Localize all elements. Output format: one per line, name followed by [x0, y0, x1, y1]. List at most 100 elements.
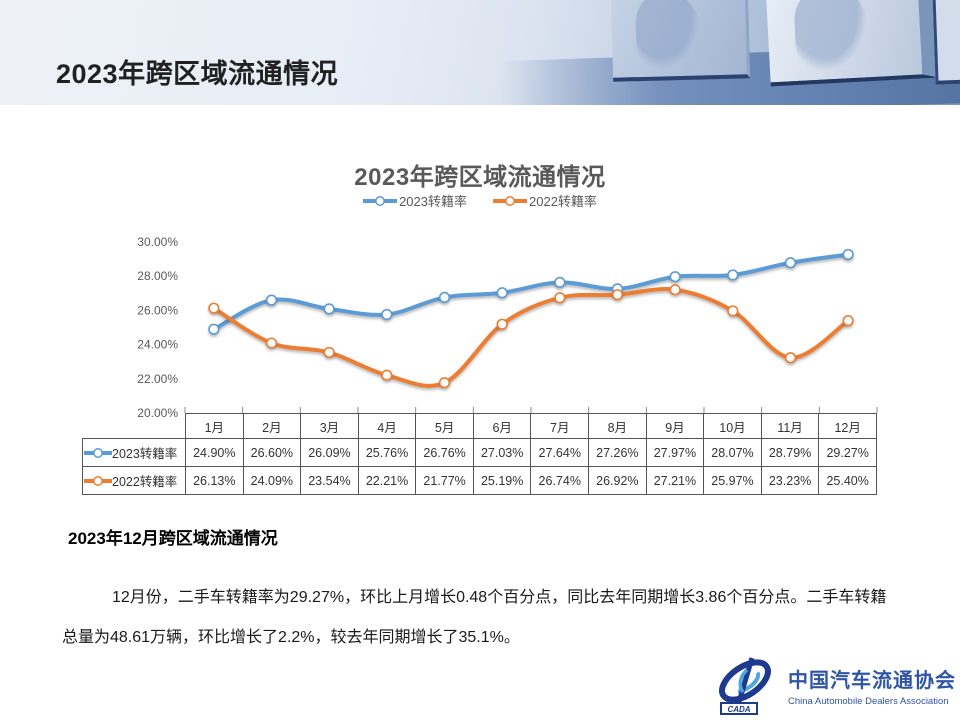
table-cell: 27.21%: [645, 466, 705, 495]
legend-item-2023转籍率: 2023转籍率: [363, 191, 467, 210]
world-map-icon: [635, 0, 702, 70]
data-point-marker: [784, 352, 797, 364]
paragraph-line: 12月份，二手车转籍率为29.27%，环比上月增长0.48个百分点，同比去年同期…: [112, 589, 887, 606]
data-point-marker: [438, 377, 451, 389]
chart-legend: 2023转籍率 2022转籍率: [0, 191, 960, 210]
table-month-header: 11月: [760, 413, 820, 439]
table-month-header: 7月: [530, 413, 590, 439]
org-name-en: China Automobile Dealers Association: [788, 696, 949, 707]
table-cell: 23.54%: [300, 466, 359, 495]
data-point-marker: [669, 271, 681, 283]
data-point-marker: [323, 346, 335, 359]
table-header-row: 1月 2月 3月 4月 5月 6月 7月 8月 9月 10月 11月 12月: [83, 413, 877, 439]
banner-cube-icon: [610, 0, 751, 82]
data-point-marker: [208, 323, 220, 335]
table-cell: 26.13%: [185, 466, 244, 495]
table-month-header: 4月: [357, 413, 417, 439]
data-point-marker: [611, 289, 624, 301]
series-line-2023转籍率: [211, 252, 851, 332]
table-month-header: 3月: [300, 413, 359, 439]
data-point-marker: [784, 257, 797, 269]
table-cell: 25.40%: [818, 466, 877, 495]
cada-wordmark: CADA: [727, 705, 750, 714]
cada-logo: CADA 中国汽车流通协会 China Automobile Dealers A…: [714, 656, 956, 716]
y-axis-tick-label: 28.00%: [137, 269, 178, 283]
data-point-marker: [554, 292, 566, 304]
data-point-marker: [842, 248, 854, 261]
table-cell: 27.64%: [530, 438, 590, 467]
legend-label: 2022转籍率: [529, 194, 597, 209]
table-cell: 24.09%: [242, 466, 302, 495]
table-cell: 28.79%: [760, 438, 820, 467]
table-cell: 23.23%: [760, 466, 820, 495]
banner-cube-icon: [765, 0, 939, 87]
table-cell: 25.19%: [472, 466, 532, 495]
data-point-marker: [727, 305, 739, 317]
table-cell: 25.76%: [357, 438, 417, 467]
chart-title: 2023年跨区域流通情况: [354, 163, 606, 191]
series-marker-icon: [84, 447, 112, 458]
data-table: 1月 2月 3月 4月 5月 6月 7月 8月 9月 10月 11月 12月 2023转籍率 24.90…: [82, 413, 877, 495]
section-heading: 2023年12月跨区域流通情况: [68, 529, 278, 548]
series-marker-icon: [363, 195, 398, 206]
table-cell: 27.26%: [588, 438, 647, 467]
table-corner-cell: [83, 414, 186, 439]
data-point-marker: [381, 369, 393, 381]
table-cell: 29.27%: [818, 438, 877, 467]
org-name-block: 中国汽车流通协会 China Automobile Dealers Associ…: [788, 664, 956, 707]
y-axis-tick-label: 22.00%: [137, 372, 178, 386]
data-point-marker: [727, 269, 739, 281]
table-month-header: 8月: [588, 413, 647, 439]
data-point-marker: [265, 337, 278, 349]
data-point-marker: [208, 302, 220, 314]
table-cell: 27.03%: [472, 438, 532, 467]
legend-item-2022转籍率: 2022转籍率: [493, 191, 597, 210]
table-row: 2022转籍率 26.13% 24.09% 23.54% 22.21% 21.77% 25.…: [82, 466, 877, 495]
table-cell: 21.77%: [415, 466, 474, 495]
table-cell: 25.97%: [703, 466, 762, 495]
table-cell: 27.97%: [645, 438, 705, 467]
org-name-zh: 中国汽车流通协会: [788, 670, 956, 692]
paragraph-line: 总量为48.61万辆，环比增长了2.2%，较去年同期增长了35.1%。: [62, 629, 520, 646]
table-cell: 22.21%: [357, 466, 417, 495]
data-point-marker: [669, 284, 681, 296]
table-month-header: 9月: [645, 413, 705, 439]
table-month-header: 2月: [242, 413, 302, 439]
data-point-marker: [842, 315, 854, 327]
table-month-header: 5月: [415, 413, 474, 439]
data-point-marker: [381, 308, 393, 321]
table-cell: 24.90%: [185, 438, 244, 467]
banner-cube-icon: [932, 0, 960, 85]
data-point-marker: [496, 287, 508, 299]
data-point-marker: [323, 303, 335, 315]
table-cell: 26.60%: [242, 438, 302, 467]
world-map-icon: [793, 0, 871, 73]
data-point-marker: [438, 291, 451, 304]
y-axis-tick-label: 24.00%: [137, 338, 178, 352]
table-month-header: 1月: [185, 413, 244, 439]
table-cell: 26.74%: [530, 466, 590, 495]
series-marker-icon: [493, 195, 527, 206]
line-chart: 30.00% 28.00% 26.00% 24.00% 22.00% 20.00%: [137, 235, 878, 420]
y-axis-tick-label: 20.00%: [137, 406, 178, 420]
table-month-header: 10月: [703, 413, 762, 439]
slide-title: 2023年跨区域流通情况: [56, 59, 339, 90]
series-name: 2022转籍率: [112, 475, 178, 489]
series-name: 2023转籍率: [112, 447, 178, 461]
cada-logo-icon: CADA: [719, 657, 771, 715]
table-cell: 28.07%: [703, 438, 762, 467]
data-point-marker: [496, 318, 508, 330]
header-banner: [0, 0, 960, 105]
table-month-header: 12月: [818, 413, 877, 439]
data-point-marker: [265, 294, 278, 306]
legend-label: 2023转籍率: [399, 194, 467, 209]
table-series-label: 2023转籍率: [82, 438, 186, 467]
table-series-label: 2022转籍率: [82, 466, 186, 495]
table-month-header: 6月: [472, 413, 532, 439]
y-axis-tick-label: 30.00%: [137, 235, 178, 249]
body-paragraph: 12月份，二手车转籍率为29.27%，环比上月增长0.48个百分点，同比去年同期…: [62, 578, 910, 658]
table-cell: 26.09%: [300, 438, 359, 467]
table-cell: 26.92%: [588, 466, 647, 495]
table-cell: 26.76%: [415, 438, 474, 467]
